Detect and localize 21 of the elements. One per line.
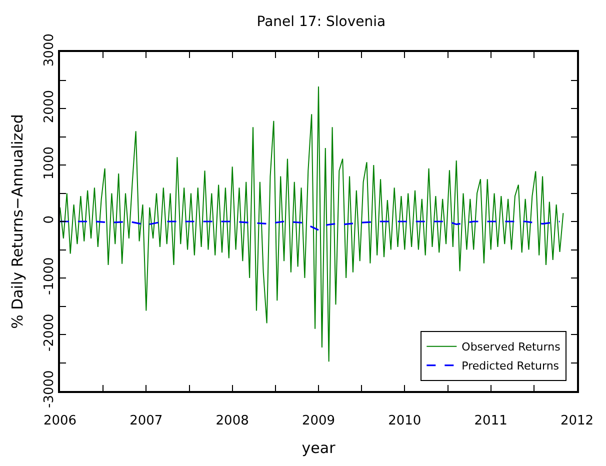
y-axis-title: % Daily Returns−Annualized <box>8 114 27 329</box>
x-tick-label: 2008 <box>216 414 249 429</box>
line-series <box>60 220 561 231</box>
x-tick-label: 2010 <box>388 414 422 429</box>
y-tick-label: 1000 <box>42 146 57 180</box>
y-tick-label: -3000 <box>42 370 57 408</box>
x-tick-label: 2006 <box>43 414 77 429</box>
y-tick-label: -2000 <box>42 314 57 352</box>
x-tick-label: 2009 <box>302 414 336 429</box>
legend-label: Predicted Returns <box>462 360 560 373</box>
y-tick-label: 0 <box>42 215 57 224</box>
legend-label: Observed Returns <box>462 340 561 354</box>
line-series <box>60 86 564 362</box>
y-tick-label: 2000 <box>42 90 57 124</box>
x-tick-label: 2007 <box>130 414 163 429</box>
x-tick-label: 2012 <box>560 414 594 429</box>
y-tick-label: -1000 <box>42 257 57 295</box>
x-axis-title: year <box>302 439 336 458</box>
y-tick-label: 3000 <box>42 34 57 67</box>
chart-title: Panel 17: Slovenia <box>256 14 386 30</box>
x-tick-label: 2011 <box>474 414 508 429</box>
